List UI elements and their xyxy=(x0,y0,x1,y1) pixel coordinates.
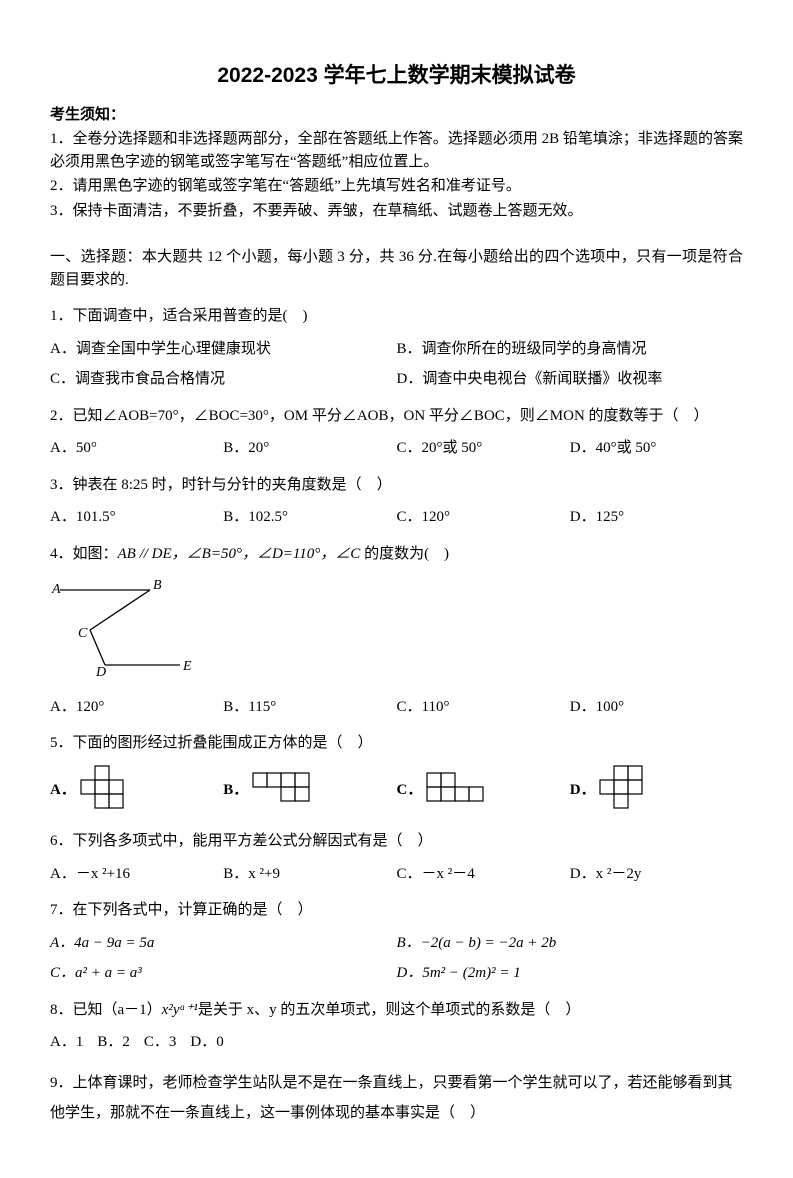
q7-opt-d: D．5m² − (2m)² = 1 xyxy=(397,962,744,985)
q1-opt-a: A．调查全国中学生心理健康现状 xyxy=(50,338,397,361)
q8-stem-suffix: 是关于 x、y 的五次单项式，则这个单项式的系数是（ ） xyxy=(198,1002,581,1018)
q3-opt-c: C．120° xyxy=(397,506,570,529)
q7-opt-c: C．a² + a = a³ xyxy=(50,962,397,985)
q1-opt-b: B．调查你所在的班级同学的身高情况 xyxy=(397,338,744,361)
q2-options: A．50° B．20° C．20°或 50° D．40°或 50° xyxy=(50,437,743,460)
q6-options: A．－x ²+16 B．x ²+9 C．－x ²－4 D．x ²－2y xyxy=(50,863,743,886)
q1-options: A．调查全国中学生心理健康现状 B．调查你所在的班级同学的身高情况 xyxy=(50,338,743,361)
q4-stem-math: AB // DE，∠B=50°，∠D=110°，∠C xyxy=(118,546,361,562)
q8-stem-math: x²yᵃ⁺¹ xyxy=(162,1002,198,1018)
q4-opt-a: A．120° xyxy=(50,696,223,719)
question-9: 9．上体育课时，老师检查学生站队是不是在一条直线上，只要看第一个学生就可以了，若… xyxy=(50,1068,743,1128)
q1-options-2: C．调查我市食品合格情况 D．调查中央电视台《新闻联播》收视率 xyxy=(50,368,743,391)
question-5: 5．下面的图形经过折叠能围成正方体的是（ ） xyxy=(50,732,743,755)
q5-opt-a-label: A． xyxy=(50,782,76,798)
q5-opt-b-label: B． xyxy=(223,782,248,798)
q5-opt-b: B． xyxy=(223,772,396,810)
q4-opt-d: D．100° xyxy=(570,696,743,719)
svg-text:B: B xyxy=(153,578,162,593)
question-7: 7．在下列各式中，计算正确的是（ ） xyxy=(50,899,743,922)
q1-opt-c: C．调查我市食品合格情况 xyxy=(50,368,397,391)
q6-opt-a: A．－x ²+16 xyxy=(50,863,223,886)
q7-opt-b: B．−2(a − b) = −2a + 2b xyxy=(397,932,744,955)
q2-opt-d: D．40°或 50° xyxy=(570,437,743,460)
question-4: 4．如图：AB // DE，∠B=50°，∠D=110°，∠C 的度数为( ) xyxy=(50,543,743,566)
q2-opt-a: A．50° xyxy=(50,437,223,460)
q4-options: A．120° B．115° C．110° D．100° xyxy=(50,696,743,719)
svg-text:D: D xyxy=(95,665,106,680)
q6-opt-b: B．x ²+9 xyxy=(223,863,396,886)
q5-opt-a: A． xyxy=(50,765,223,817)
question-6: 6．下列各多项式中，能用平方差公式分解因式有是（ ） xyxy=(50,830,743,853)
q4-opt-c: C．110° xyxy=(397,696,570,719)
question-2: 2．已知∠AOB=70°，∠BOC=30°，OM 平分∠AOB，ON 平分∠BO… xyxy=(50,405,743,428)
q1-opt-d: D．调查中央电视台《新闻联播》收视率 xyxy=(397,368,744,391)
q4-figure: A B C D E xyxy=(50,575,200,688)
notice-line-2: 2．请用黑色字迹的钢笔或签字笔在“答题纸”上先填写姓名和准考证号。 xyxy=(50,175,743,198)
q5-net-d-icon xyxy=(599,765,643,817)
svg-text:A: A xyxy=(51,582,61,597)
q5-opt-d: D． xyxy=(570,765,743,817)
q7-opt-a: A．4a − 9a = 5a xyxy=(50,932,397,955)
q3-opt-d: D．125° xyxy=(570,506,743,529)
q4-stem-suffix: 的度数为( ) xyxy=(360,546,449,562)
q3-options: A．101.5° B．102.5° C．120° D．125° xyxy=(50,506,743,529)
q8-opt-b: B．2 xyxy=(97,1031,130,1054)
q5-opt-c: C． xyxy=(397,772,570,810)
q8-stem-prefix: 8．已知（a－1） xyxy=(50,1002,162,1018)
exam-title: 2022-2023 学年七上数学期末模拟试卷 xyxy=(50,60,743,92)
q7-options-2: C．a² + a = a³ D．5m² − (2m)² = 1 xyxy=(50,962,743,985)
q5-opt-d-label: D． xyxy=(570,782,596,798)
notice-line-3: 3．保持卡面清洁，不要折叠，不要弄破、弄皱，在草稿纸、试题卷上答题无效。 xyxy=(50,200,743,223)
section-1-heading: 一、选择题：本大题共 12 个小题，每小题 3 分，共 36 分.在每小题给出的… xyxy=(50,246,743,291)
q3-opt-a: A．101.5° xyxy=(50,506,223,529)
notice-line-1: 1．全卷分选择题和非选择题两部分，全部在答题纸上作答。选择题必须用 2B 铅笔填… xyxy=(50,128,743,173)
notice-heading: 考生须知： xyxy=(50,104,743,127)
q5-net-c-icon xyxy=(426,772,484,810)
q4-stem-prefix: 4．如图： xyxy=(50,546,118,562)
question-8: 8．已知（a－1）x²yᵃ⁺¹是关于 x、y 的五次单项式，则这个单项式的系数是… xyxy=(50,999,743,1022)
svg-text:C: C xyxy=(78,626,88,641)
svg-text:E: E xyxy=(182,659,192,674)
question-1: 1．下面调查中，适合采用普查的是( ) xyxy=(50,305,743,328)
question-3: 3．钟表在 8:25 时，时针与分针的夹角度数是（ ） xyxy=(50,474,743,497)
q2-opt-b: B．20° xyxy=(223,437,396,460)
q5-net-b-icon xyxy=(252,772,310,810)
q8-opt-c: C．3 xyxy=(144,1031,177,1054)
q5-options: A． B． C． D． xyxy=(50,765,743,817)
q8-options: A．1 B．2 C．3 D．0 xyxy=(50,1031,743,1054)
q4-opt-b: B．115° xyxy=(223,696,396,719)
q3-opt-b: B．102.5° xyxy=(223,506,396,529)
q5-opt-c-label: C． xyxy=(397,782,423,798)
q7-options-1: A．4a − 9a = 5a B．−2(a − b) = −2a + 2b xyxy=(50,932,743,955)
q6-opt-d: D．x ²－2y xyxy=(570,863,743,886)
q6-opt-c: C．－x ²－4 xyxy=(397,863,570,886)
q5-net-a-icon xyxy=(80,765,124,817)
q8-opt-a: A．1 xyxy=(50,1031,83,1054)
q2-opt-c: C．20°或 50° xyxy=(397,437,570,460)
q8-opt-d: D．0 xyxy=(190,1031,223,1054)
